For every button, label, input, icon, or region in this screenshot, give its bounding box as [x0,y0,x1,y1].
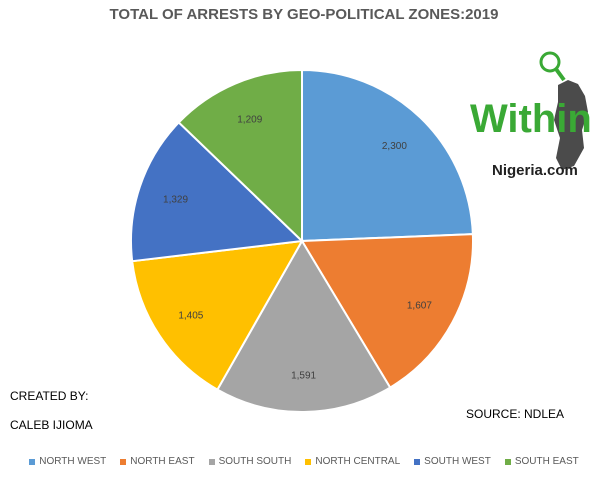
pie-slice-north-west [301,68,474,243]
legend-swatch [29,458,36,465]
legend-item: NORTH CENTRAL [305,456,400,467]
legend-item: SOUTH SOUTH [208,456,292,467]
pie-slice-south-west [130,121,305,263]
legend-label: SOUTH WEST [424,456,491,467]
legend-item: NORTH WEST [29,456,106,467]
pie-slice-north-east [300,233,474,389]
within-nigeria-logo: Within Nigeria.com [470,51,592,179]
legend-label: SOUTH SOUTH [218,456,292,467]
slice-value-label: 1,607 [407,300,432,311]
logo-domain: Nigeria.com [492,162,578,179]
slice-value-label: 1,209 [237,114,262,125]
slice-value-label: 1,329 [163,195,188,206]
legend-item: NORTH EAST [120,456,195,467]
slice-value-label: 1,591 [291,370,316,381]
legend-label: NORTH CENTRAL [315,456,401,467]
author-name: CALEB IJIOMA [10,418,93,432]
chart-legend: NORTH WEST NORTH EAST SOUTH SOUTH NORTH CEN… [0,456,608,467]
legend-swatch [208,458,215,465]
legend-swatch [414,458,421,465]
logo-word: Within [470,97,592,141]
slice-value-label: 1,405 [178,311,203,322]
legend-label: NORTH EAST [130,456,195,467]
pie-slice-north-central [131,239,304,391]
legend-swatch [504,458,511,465]
magnifier-icon [539,51,561,73]
pie-slice-south-east [177,68,303,244]
slice-value-label: 2,300 [382,141,407,152]
legend-item: SOUTH WEST [414,456,491,467]
chart-title: TOTAL OF ARRESTS BY GEO-POLITICAL ZONES:… [109,6,499,23]
created-by-label: CREATED BY: [10,389,89,403]
source-note: SOURCE: NDLEA [466,407,565,421]
legend-label: SOUTH EAST [514,456,579,467]
legend-label: NORTH WEST [39,456,107,467]
legend-item: SOUTH EAST [504,456,579,467]
pie-slice-south-south [216,239,392,413]
legend-swatch [120,458,127,465]
legend-swatch [305,458,312,465]
nigeria-map-icon [554,80,588,170]
